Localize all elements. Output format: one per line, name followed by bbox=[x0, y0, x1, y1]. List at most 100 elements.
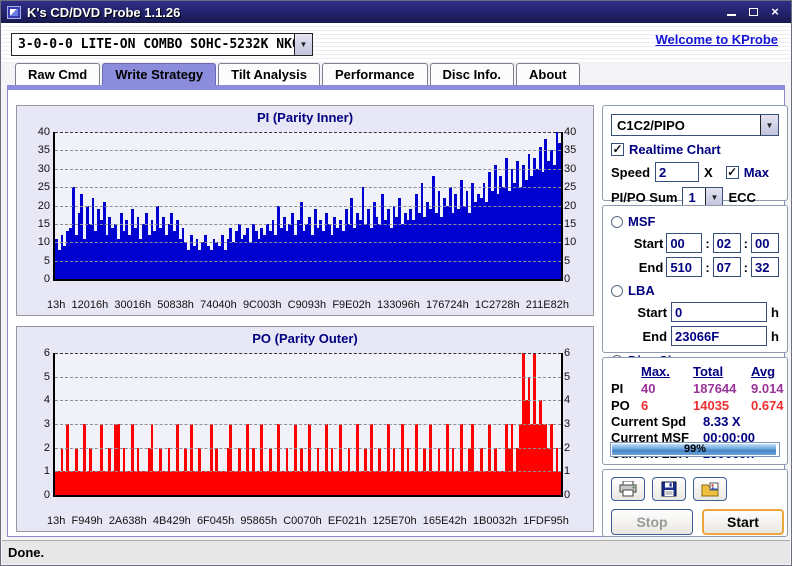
print-button[interactable] bbox=[611, 477, 645, 501]
lba-radio[interactable] bbox=[611, 284, 623, 297]
save-button[interactable] bbox=[652, 477, 686, 501]
y-axis-tick-label: 10 bbox=[37, 236, 50, 249]
max-speed-label: Max bbox=[743, 164, 769, 180]
minimize-button[interactable] bbox=[725, 6, 737, 18]
tab-raw-cmd[interactable]: Raw Cmd bbox=[15, 63, 101, 85]
y-axis-tick-label: 25 bbox=[37, 181, 50, 194]
printer-icon bbox=[619, 481, 637, 497]
hex-suffix-label: h bbox=[771, 328, 779, 344]
drive-selector-value: 3-0-0-0 LITE-ON COMBO SOHC-5232K NK07 bbox=[18, 37, 294, 52]
y-axis-tick-label: 35 bbox=[564, 144, 577, 157]
chevron-down-icon: ▼ bbox=[710, 193, 719, 202]
x-axis-tick-label: 13h bbox=[47, 299, 66, 311]
msf-end-f-input[interactable] bbox=[751, 257, 779, 277]
y-axis-tick-label: 3 bbox=[564, 418, 571, 430]
pipo-sum-arrow[interactable]: ▼ bbox=[705, 188, 723, 207]
x-axis-tick-label: 9C003h bbox=[242, 299, 282, 311]
y-axis-tick-label: 20 bbox=[564, 199, 577, 212]
speed-input[interactable] bbox=[655, 162, 700, 182]
tab-content: PI (Parity Inner) 0 0 5 5 10 10 15 15 20 20 25 25 30… bbox=[7, 85, 788, 537]
x-axis-tick-label: 1FDF95h bbox=[523, 515, 569, 527]
lba-label: LBA bbox=[628, 283, 655, 298]
y-axis-tick-label: 3 bbox=[43, 418, 50, 430]
stats-table: Max. Total Avg PI 40 187644 9.014 PO 6 1… bbox=[603, 358, 787, 413]
x-axis-tick-label: 1B0032h bbox=[472, 515, 517, 527]
realtime-chart-label: Realtime Chart bbox=[629, 142, 721, 157]
colon-separator: : bbox=[743, 259, 748, 275]
capture-options-group: C1C2/PIPO ▼ ✓ Realtime Chart Speed X ✓ M… bbox=[602, 105, 788, 208]
tab-tilt-analysis[interactable]: Tilt Analysis bbox=[218, 63, 321, 85]
drive-selector-arrow[interactable]: ▼ bbox=[294, 34, 312, 55]
y-axis-tick-label: 4 bbox=[43, 394, 50, 407]
pipo-sum-label: PI/PO Sum bbox=[611, 190, 678, 205]
y-axis-tick-label: 0 bbox=[564, 273, 571, 285]
ecc-label: ECC bbox=[728, 190, 756, 205]
drive-selector-dropdown[interactable]: 3-0-0-0 LITE-ON COMBO SOHC-5232K NK07 ▼ bbox=[11, 33, 313, 56]
pi-x-axis-labels: 13h 12016h 30016h 50838h 74040h 9C003h C9093h F… bbox=[47, 299, 569, 311]
max-speed-checkbox[interactable]: ✓ bbox=[725, 164, 739, 179]
current-msf-label: Current MSF bbox=[611, 430, 689, 445]
mode-dropdown[interactable]: C1C2/PIPO ▼ bbox=[611, 114, 779, 136]
x-axis-tick-label: 12016h bbox=[71, 299, 109, 311]
colon-separator: : bbox=[743, 235, 748, 251]
pipo-sum-value: 1 bbox=[688, 190, 696, 205]
close-button[interactable]: × bbox=[769, 4, 781, 19]
y-axis-tick-label: 30 bbox=[37, 162, 50, 175]
pi-max-value: 40 bbox=[641, 381, 656, 396]
y-axis-tick-label: 0 bbox=[43, 489, 50, 501]
save-image-button[interactable] bbox=[693, 477, 727, 501]
x-axis-tick-label: EF021h bbox=[327, 515, 367, 527]
msf-start-f-input[interactable] bbox=[751, 233, 779, 253]
y-axis-tick-label: 6 bbox=[43, 347, 50, 359]
app-icon bbox=[7, 5, 21, 19]
mode-dropdown-arrow[interactable]: ▼ bbox=[760, 115, 778, 135]
actions-group: Stop Start bbox=[602, 469, 788, 537]
y-axis-tick-label: 6 bbox=[564, 347, 571, 359]
close-icon: × bbox=[771, 4, 779, 19]
po-bars bbox=[55, 353, 562, 495]
y-axis-tick-label: 0 bbox=[43, 273, 50, 285]
mode-dropdown-value: C1C2/PIPO bbox=[617, 117, 685, 133]
realtime-chart-checkbox[interactable]: ✓ bbox=[611, 143, 624, 156]
y-axis-tick-label: 5 bbox=[564, 370, 571, 383]
maximize-button[interactable] bbox=[747, 6, 759, 18]
lba-start-label: Start bbox=[637, 304, 668, 320]
po-chart-title: PO (Parity Outer) bbox=[252, 331, 358, 346]
y-axis-tick-label: 15 bbox=[37, 217, 50, 230]
window-title: K's CD/DVD Probe 1.1.26 bbox=[27, 4, 181, 20]
current-spd-label: Current Spd bbox=[611, 414, 687, 429]
stats-header-max: Max. bbox=[641, 364, 670, 379]
pi-bars bbox=[55, 132, 562, 279]
msf-radio[interactable] bbox=[611, 215, 623, 228]
x-axis-tick-label: 133096h bbox=[376, 299, 420, 311]
pi-row-label: PI bbox=[611, 381, 624, 396]
start-button[interactable]: Start bbox=[702, 509, 784, 535]
stop-button[interactable]: Stop bbox=[611, 509, 693, 535]
tab-disc-info[interactable]: Disc Info. bbox=[429, 63, 515, 85]
welcome-link[interactable]: Welcome to KProbe bbox=[655, 32, 778, 47]
y-axis-tick-label: 40 bbox=[564, 126, 577, 138]
x-axis-tick-label: 30016h bbox=[114, 299, 152, 311]
msf-end-s-input[interactable] bbox=[712, 257, 741, 277]
msf-start-label: Start bbox=[633, 235, 664, 251]
tab-about[interactable]: About bbox=[516, 63, 580, 85]
po-row-label: PO bbox=[611, 398, 630, 413]
lba-end-input[interactable] bbox=[671, 326, 768, 346]
status-bar: Done. bbox=[2, 540, 790, 564]
colon-separator: : bbox=[705, 259, 710, 275]
msf-start-s-input[interactable] bbox=[712, 233, 741, 253]
tab-write-strategy[interactable]: Write Strategy bbox=[102, 63, 217, 85]
msf-end-label: End bbox=[638, 259, 664, 275]
msf-end-m-input[interactable] bbox=[666, 257, 703, 277]
check-icon: ✓ bbox=[727, 164, 738, 179]
lba-end-label: End bbox=[642, 328, 668, 344]
x-axis-tick-label: C9093h bbox=[287, 299, 327, 311]
header-strip: 3-0-0-0 LITE-ON COMBO SOHC-5232K NK07 ▼ … bbox=[2, 23, 790, 63]
minimize-icon bbox=[726, 14, 736, 16]
title-bar: K's CD/DVD Probe 1.1.26 × bbox=[1, 1, 791, 23]
lba-start-input[interactable] bbox=[671, 302, 768, 322]
msf-start-m-input[interactable] bbox=[666, 233, 703, 253]
tab-performance[interactable]: Performance bbox=[322, 63, 428, 85]
progress-fill bbox=[612, 444, 777, 455]
y-axis-tick-label: 2 bbox=[564, 441, 571, 454]
